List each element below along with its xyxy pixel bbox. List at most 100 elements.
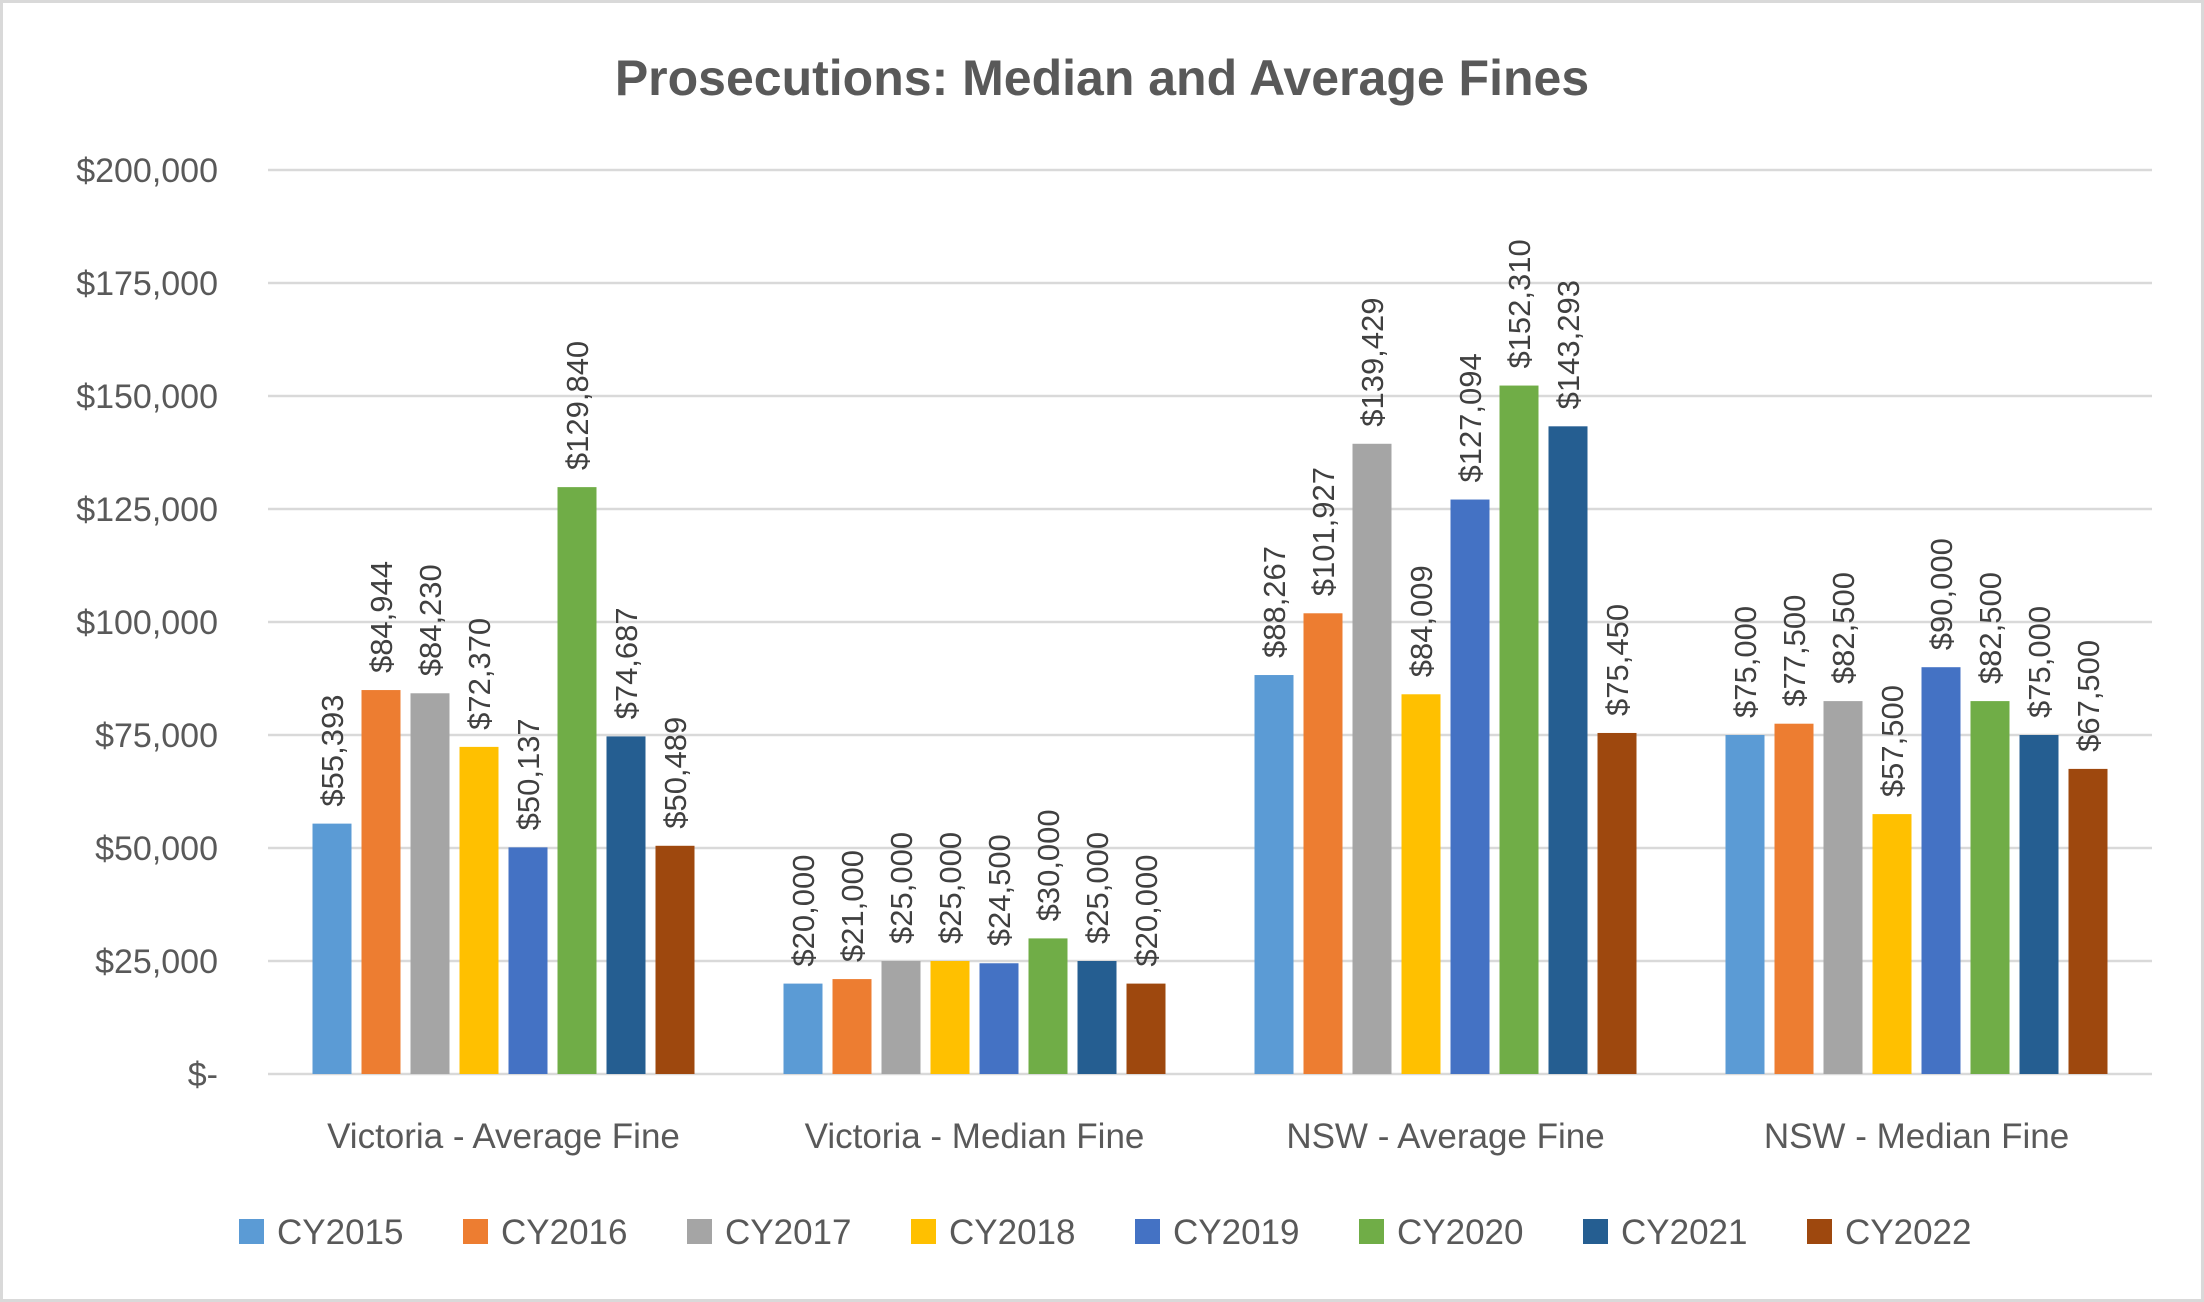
legend-label: CY2020 bbox=[1397, 1213, 1523, 1252]
bar-cy2019-4 bbox=[1921, 667, 1961, 1074]
y-tick-label: $100,000 bbox=[76, 604, 218, 642]
data-label: $72,370 bbox=[462, 618, 497, 730]
y-tick-label: $- bbox=[188, 1056, 218, 1094]
legend-label: CY2016 bbox=[501, 1213, 627, 1252]
data-label: $77,500 bbox=[1777, 595, 1812, 707]
legend-label: CY2021 bbox=[1621, 1213, 1747, 1252]
data-label: $88,267 bbox=[1257, 546, 1292, 658]
legend-item-cy2021[interactable]: CY2021 bbox=[1583, 1213, 1747, 1252]
bar-cy2015-4 bbox=[1725, 735, 1765, 1074]
data-label: $21,000 bbox=[835, 850, 870, 962]
data-label: $75,450 bbox=[1600, 604, 1635, 716]
data-label: $143,293 bbox=[1551, 280, 1586, 409]
data-label: $25,000 bbox=[884, 832, 919, 944]
legend-item-cy2020[interactable]: CY2020 bbox=[1359, 1213, 1523, 1252]
legend-swatch-icon bbox=[1359, 1219, 1384, 1244]
legend-item-cy2019[interactable]: CY2019 bbox=[1135, 1213, 1299, 1252]
chart-title: Prosecutions: Median and Average Fines bbox=[615, 50, 1589, 106]
y-tick-label: $200,000 bbox=[76, 152, 218, 190]
bar-cy2020-3 bbox=[1499, 385, 1539, 1074]
data-labels: $55,393 $84,944 $84,230 $72,370 $50,137 $129,… bbox=[315, 239, 2106, 966]
legend-swatch-icon bbox=[687, 1219, 712, 1244]
bar-cy2017-1 bbox=[410, 693, 450, 1074]
bar-cy2021-1 bbox=[606, 736, 646, 1074]
bar-cy2020-4 bbox=[1970, 701, 2010, 1074]
legend-label: CY2018 bbox=[949, 1213, 1075, 1252]
legend-label: CY2019 bbox=[1173, 1213, 1299, 1252]
bar-cy2021-2 bbox=[1077, 961, 1117, 1074]
x-category-label: Victoria - Median Fine bbox=[805, 1117, 1145, 1156]
data-label: $101,927 bbox=[1306, 467, 1341, 596]
bar-cy2020-1 bbox=[557, 487, 597, 1075]
data-label: $82,500 bbox=[1973, 572, 2008, 684]
legend-label: CY2015 bbox=[277, 1213, 403, 1252]
bar-cy2019-1 bbox=[508, 847, 548, 1074]
legend-swatch-icon bbox=[1807, 1219, 1832, 1244]
y-tick-label: $50,000 bbox=[95, 830, 218, 868]
legend-item-cy2022[interactable]: CY2022 bbox=[1807, 1213, 1971, 1252]
data-label: $127,094 bbox=[1453, 353, 1488, 482]
y-tick-label: $125,000 bbox=[76, 491, 218, 529]
data-label: $55,393 bbox=[315, 695, 350, 807]
bar-cy2016-2 bbox=[832, 979, 872, 1074]
data-label: $139,429 bbox=[1355, 297, 1390, 426]
bar-cy2015-2 bbox=[783, 983, 823, 1074]
bars bbox=[312, 385, 2108, 1075]
legend-label: CY2022 bbox=[1845, 1213, 1971, 1252]
data-label: $30,000 bbox=[1031, 809, 1066, 921]
y-tick-label: $150,000 bbox=[76, 378, 218, 416]
data-label: $84,009 bbox=[1404, 565, 1439, 677]
legend-swatch-icon bbox=[1135, 1219, 1160, 1244]
legend-label: CY2017 bbox=[725, 1213, 851, 1252]
data-label: $20,000 bbox=[1129, 855, 1164, 967]
bar-cy2021-3 bbox=[1548, 426, 1588, 1074]
legend-item-cy2016[interactable]: CY2016 bbox=[463, 1213, 627, 1252]
bar-cy2020-2 bbox=[1028, 938, 1068, 1074]
data-label: $67,500 bbox=[2071, 640, 2106, 752]
x-category-label: NSW - Average Fine bbox=[1286, 1117, 1604, 1156]
bar-cy2018-3 bbox=[1401, 694, 1441, 1074]
gridlines bbox=[268, 168, 2152, 1076]
legend-swatch-icon bbox=[1583, 1219, 1608, 1244]
data-label: $74,687 bbox=[609, 607, 644, 719]
y-tick-label: $75,000 bbox=[95, 717, 218, 755]
data-label: $57,500 bbox=[1875, 685, 1910, 797]
bar-cy2016-3 bbox=[1303, 613, 1343, 1074]
bar-cy2016-4 bbox=[1774, 723, 1814, 1074]
legend-swatch-icon bbox=[239, 1219, 264, 1244]
data-label: $50,489 bbox=[658, 717, 693, 829]
data-label: $25,000 bbox=[1080, 832, 1115, 944]
bar-cy2021-4 bbox=[2019, 735, 2059, 1074]
bar-cy2017-2 bbox=[881, 961, 921, 1074]
data-label: $84,230 bbox=[413, 564, 448, 676]
bar-cy2018-2 bbox=[930, 961, 970, 1074]
bar-cy2022-3 bbox=[1597, 732, 1637, 1074]
y-tick-label: $25,000 bbox=[95, 943, 218, 981]
data-label: $90,000 bbox=[1924, 538, 1959, 650]
bar-cy2015-1 bbox=[312, 823, 352, 1074]
data-label: $75,000 bbox=[2022, 606, 2057, 718]
bar-cy2015-3 bbox=[1254, 675, 1294, 1074]
y-axis-tick-labels: $- $25,000 $50,000 $75,000 $100,000 $125,000 $… bbox=[76, 152, 218, 1094]
bar-cy2018-1 bbox=[459, 746, 499, 1074]
bar-cy2022-2 bbox=[1126, 983, 1166, 1074]
x-axis-category-labels: Victoria - Average Fine Victoria - Median… bbox=[327, 1117, 2069, 1156]
y-tick-label: $175,000 bbox=[76, 265, 218, 303]
data-label: $24,500 bbox=[982, 834, 1017, 946]
data-label: $20,000 bbox=[786, 855, 821, 967]
data-label: $50,137 bbox=[511, 718, 546, 830]
data-label: $82,500 bbox=[1826, 572, 1861, 684]
bar-cy2017-4 bbox=[1823, 701, 1863, 1074]
legend-swatch-icon bbox=[463, 1219, 488, 1244]
legend-item-cy2018[interactable]: CY2018 bbox=[911, 1213, 1075, 1252]
data-label: $75,000 bbox=[1728, 606, 1763, 718]
legend-item-cy2017[interactable]: CY2017 bbox=[687, 1213, 851, 1252]
bar-cy2017-3 bbox=[1352, 443, 1392, 1075]
legend-item-cy2015[interactable]: CY2015 bbox=[239, 1213, 403, 1252]
data-label: $129,840 bbox=[560, 341, 595, 470]
x-category-label: Victoria - Average Fine bbox=[327, 1117, 680, 1156]
bar-cy2018-4 bbox=[1872, 814, 1912, 1074]
bar-cy2019-2 bbox=[979, 963, 1019, 1074]
